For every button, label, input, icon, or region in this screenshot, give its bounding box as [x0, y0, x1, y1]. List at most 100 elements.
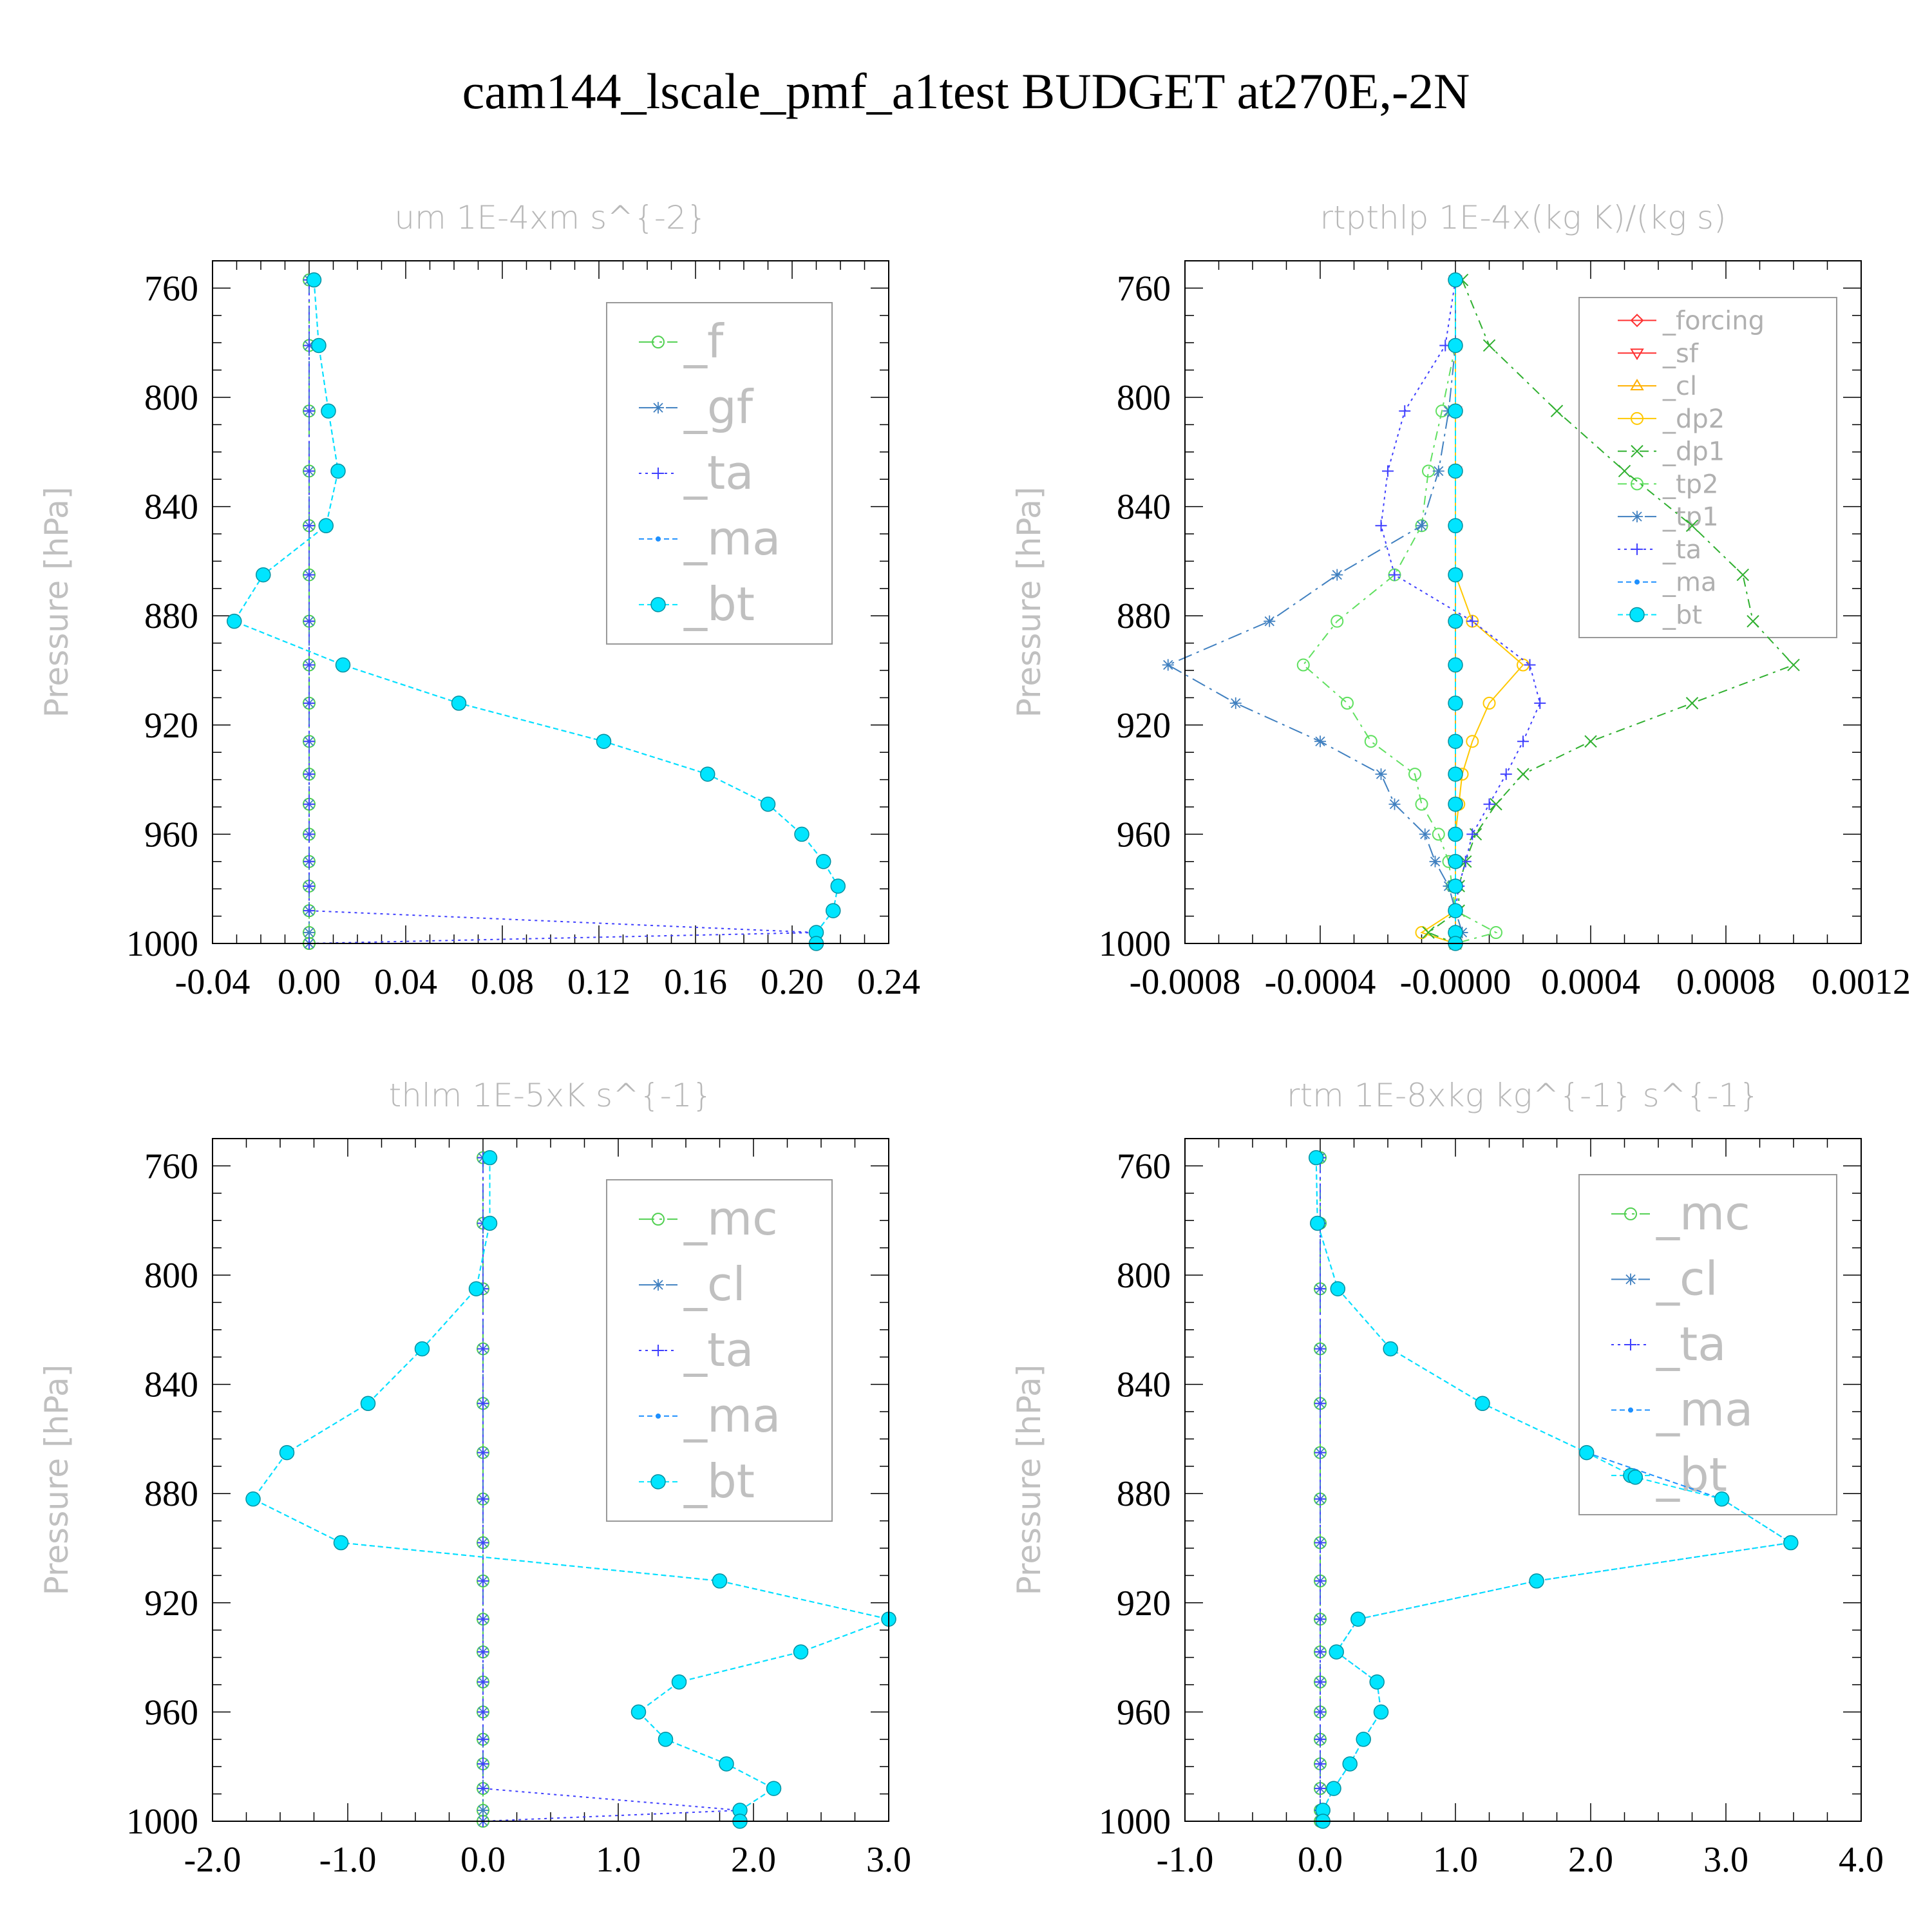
y-tick-label: 880 — [1117, 1474, 1171, 1514]
legend-marker — [1629, 607, 1645, 623]
data-point — [1383, 1341, 1398, 1357]
legend-label: _sf — [1662, 339, 1699, 368]
data-point — [1466, 735, 1479, 748]
data-point — [303, 569, 315, 581]
legend-marker — [1631, 543, 1643, 555]
x-tick-label: 0.08 — [471, 962, 534, 1002]
y-tick-label: 760 — [144, 269, 198, 308]
y-tick-label: 1000 — [126, 924, 198, 964]
data-point — [1448, 903, 1463, 918]
legend-marker — [1625, 1339, 1636, 1350]
data-point — [1448, 567, 1463, 583]
legend-label: _ta — [1662, 535, 1701, 565]
data-point — [1314, 1613, 1326, 1625]
legend-label: _cl — [1656, 1251, 1718, 1305]
data-point — [596, 734, 612, 749]
y-tick-label: 760 — [144, 1146, 198, 1186]
data-point — [1331, 569, 1343, 581]
legend-marker — [652, 336, 665, 349]
data-point — [333, 1535, 349, 1551]
legend-label: _ma — [1662, 568, 1716, 598]
data-point — [477, 1343, 489, 1355]
data-point — [1308, 1150, 1324, 1166]
y-axis-label: Pressure [hPa] — [38, 487, 75, 718]
legend-label: _ta — [683, 1323, 753, 1377]
legend-marker — [650, 1474, 666, 1490]
y-tick-label: 920 — [144, 706, 198, 746]
legend-marker — [1630, 314, 1644, 327]
legend-label: _ta — [1656, 1317, 1726, 1371]
legend-label: _gf — [683, 380, 754, 434]
data-point — [700, 766, 715, 782]
series-line — [482, 1157, 741, 1822]
x-tick-label: 3.0 — [866, 1840, 911, 1880]
data-point — [1490, 926, 1502, 940]
y-tick-label: 880 — [144, 596, 198, 636]
data-point — [1517, 768, 1530, 781]
legend-marker — [1625, 1273, 1636, 1285]
y-tick-label: 960 — [1117, 1692, 1171, 1732]
legend-marker — [656, 1413, 661, 1419]
legend-label: _cl — [1662, 372, 1697, 401]
legend-label: _ma — [683, 1388, 781, 1443]
data-point — [1415, 797, 1428, 811]
data-point — [477, 1783, 489, 1795]
x-tick-label: -2.0 — [184, 1840, 242, 1880]
data-point — [1524, 659, 1536, 671]
data-point — [630, 1704, 647, 1720]
data-point — [1341, 696, 1354, 710]
data-point — [1529, 1573, 1544, 1589]
legend: _f _gf _ta _ma _bt — [606, 302, 833, 645]
x-tick-label: 0.20 — [761, 962, 824, 1002]
y-tick-label: 960 — [144, 815, 198, 855]
y-tick-label: 880 — [144, 1474, 198, 1514]
data-point — [1375, 520, 1387, 532]
data-point — [477, 1733, 489, 1745]
x-tick-label: 1.0 — [596, 1840, 641, 1880]
data-point — [1747, 614, 1759, 628]
data-point — [303, 828, 315, 840]
data-point — [245, 1491, 261, 1507]
x-tick-label: 3.0 — [1703, 1840, 1748, 1880]
x-tick-label: -0.04 — [175, 962, 251, 1002]
legend-marker — [1631, 511, 1643, 523]
panel-title: thlm 1E-5xK s^{-1} — [389, 1077, 713, 1114]
data-point — [330, 463, 346, 479]
series-ta — [303, 274, 822, 949]
y-tick-label: 1000 — [1099, 924, 1171, 964]
data-point — [1314, 1397, 1326, 1410]
x-tick-label: 2.0 — [731, 1840, 776, 1880]
data-point — [1314, 735, 1326, 748]
legend-marker — [652, 1213, 665, 1226]
data-point — [256, 567, 271, 583]
legend-marker — [652, 402, 664, 414]
data-point — [1432, 465, 1444, 477]
chart-panel-2: rtpthlp 1E-4x(kg K)/(kg s) Pressure [hPa]… — [1010, 199, 1911, 1002]
data-point — [303, 697, 315, 709]
x-tick-label: -0.0000 — [1400, 962, 1511, 1002]
plot-frame — [1184, 260, 1862, 944]
y-tick-label: 800 — [1117, 378, 1171, 418]
data-point — [303, 615, 315, 627]
legend-marker — [1631, 444, 1643, 458]
x-tick-label: -0.0008 — [1130, 962, 1241, 1002]
data-point — [303, 659, 315, 671]
data-point — [1373, 1704, 1389, 1720]
data-point — [1356, 1732, 1371, 1747]
plot-frame — [212, 1138, 889, 1822]
data-point — [1475, 1396, 1490, 1412]
legend-label: _f — [683, 314, 724, 368]
data-point — [1422, 926, 1435, 939]
data-point — [1482, 339, 1496, 352]
data-point — [1783, 1535, 1799, 1551]
x-tick-label: 0.12 — [567, 962, 630, 1002]
data-point — [719, 1756, 734, 1772]
data-point — [1618, 464, 1631, 478]
series-bt — [227, 272, 846, 951]
data-point — [318, 518, 334, 534]
data-point — [1448, 878, 1463, 894]
panel-title: rtm 1E-8xkg kg^{-1} s^{-1} — [1287, 1077, 1759, 1114]
data-point — [1429, 855, 1441, 867]
y-tick-label: 880 — [1117, 596, 1171, 636]
